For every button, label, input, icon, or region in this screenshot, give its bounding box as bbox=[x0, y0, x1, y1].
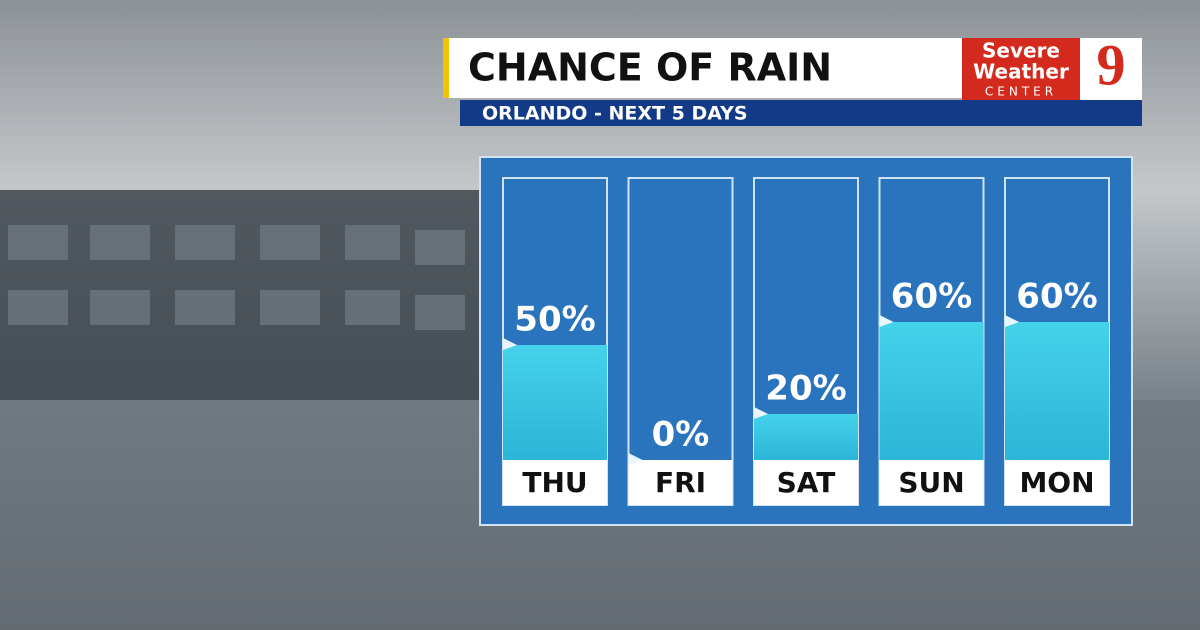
value-label: 50% bbox=[514, 300, 595, 340]
accent bbox=[443, 38, 449, 98]
bar bbox=[754, 414, 858, 460]
x-tick-label: SUN bbox=[898, 466, 964, 499]
logo-box bbox=[962, 38, 1080, 100]
windows bbox=[8, 225, 465, 330]
logo-text: CENTER bbox=[985, 85, 1057, 99]
bar bbox=[879, 322, 984, 460]
day-box bbox=[1005, 460, 1109, 505]
title-box bbox=[449, 38, 962, 98]
logo-text: Weather bbox=[973, 60, 1069, 84]
logo-number: 9 bbox=[1097, 32, 1126, 97]
level-marker bbox=[628, 453, 643, 465]
level-marker bbox=[503, 338, 517, 350]
logo-text: Severe bbox=[982, 39, 1060, 63]
day-box bbox=[879, 460, 984, 505]
building bbox=[0, 190, 480, 400]
level-marker bbox=[754, 407, 768, 419]
day-box bbox=[754, 460, 858, 505]
subtitle-box bbox=[460, 100, 1142, 126]
x-tick-label: SAT bbox=[777, 466, 836, 499]
level-marker bbox=[879, 315, 894, 327]
value-label: 0% bbox=[652, 415, 710, 455]
x-tick-label: FRI bbox=[655, 466, 706, 499]
title: CHANCE OF RAIN bbox=[468, 46, 832, 90]
logo-number-box bbox=[1080, 38, 1142, 100]
column bbox=[627, 177, 734, 506]
value-label: 60% bbox=[1016, 277, 1097, 317]
bar bbox=[503, 345, 607, 460]
value-label: 60% bbox=[891, 277, 972, 317]
bar bbox=[1005, 322, 1109, 460]
day-box bbox=[628, 460, 733, 505]
level-marker bbox=[1005, 315, 1019, 327]
subtitle: ORLANDO - NEXT 5 DAYS bbox=[482, 103, 748, 125]
x-tick-label: MON bbox=[1019, 466, 1094, 499]
x-tick-label: THU bbox=[522, 466, 587, 499]
value-label: 20% bbox=[765, 369, 846, 409]
day-box bbox=[503, 460, 607, 505]
